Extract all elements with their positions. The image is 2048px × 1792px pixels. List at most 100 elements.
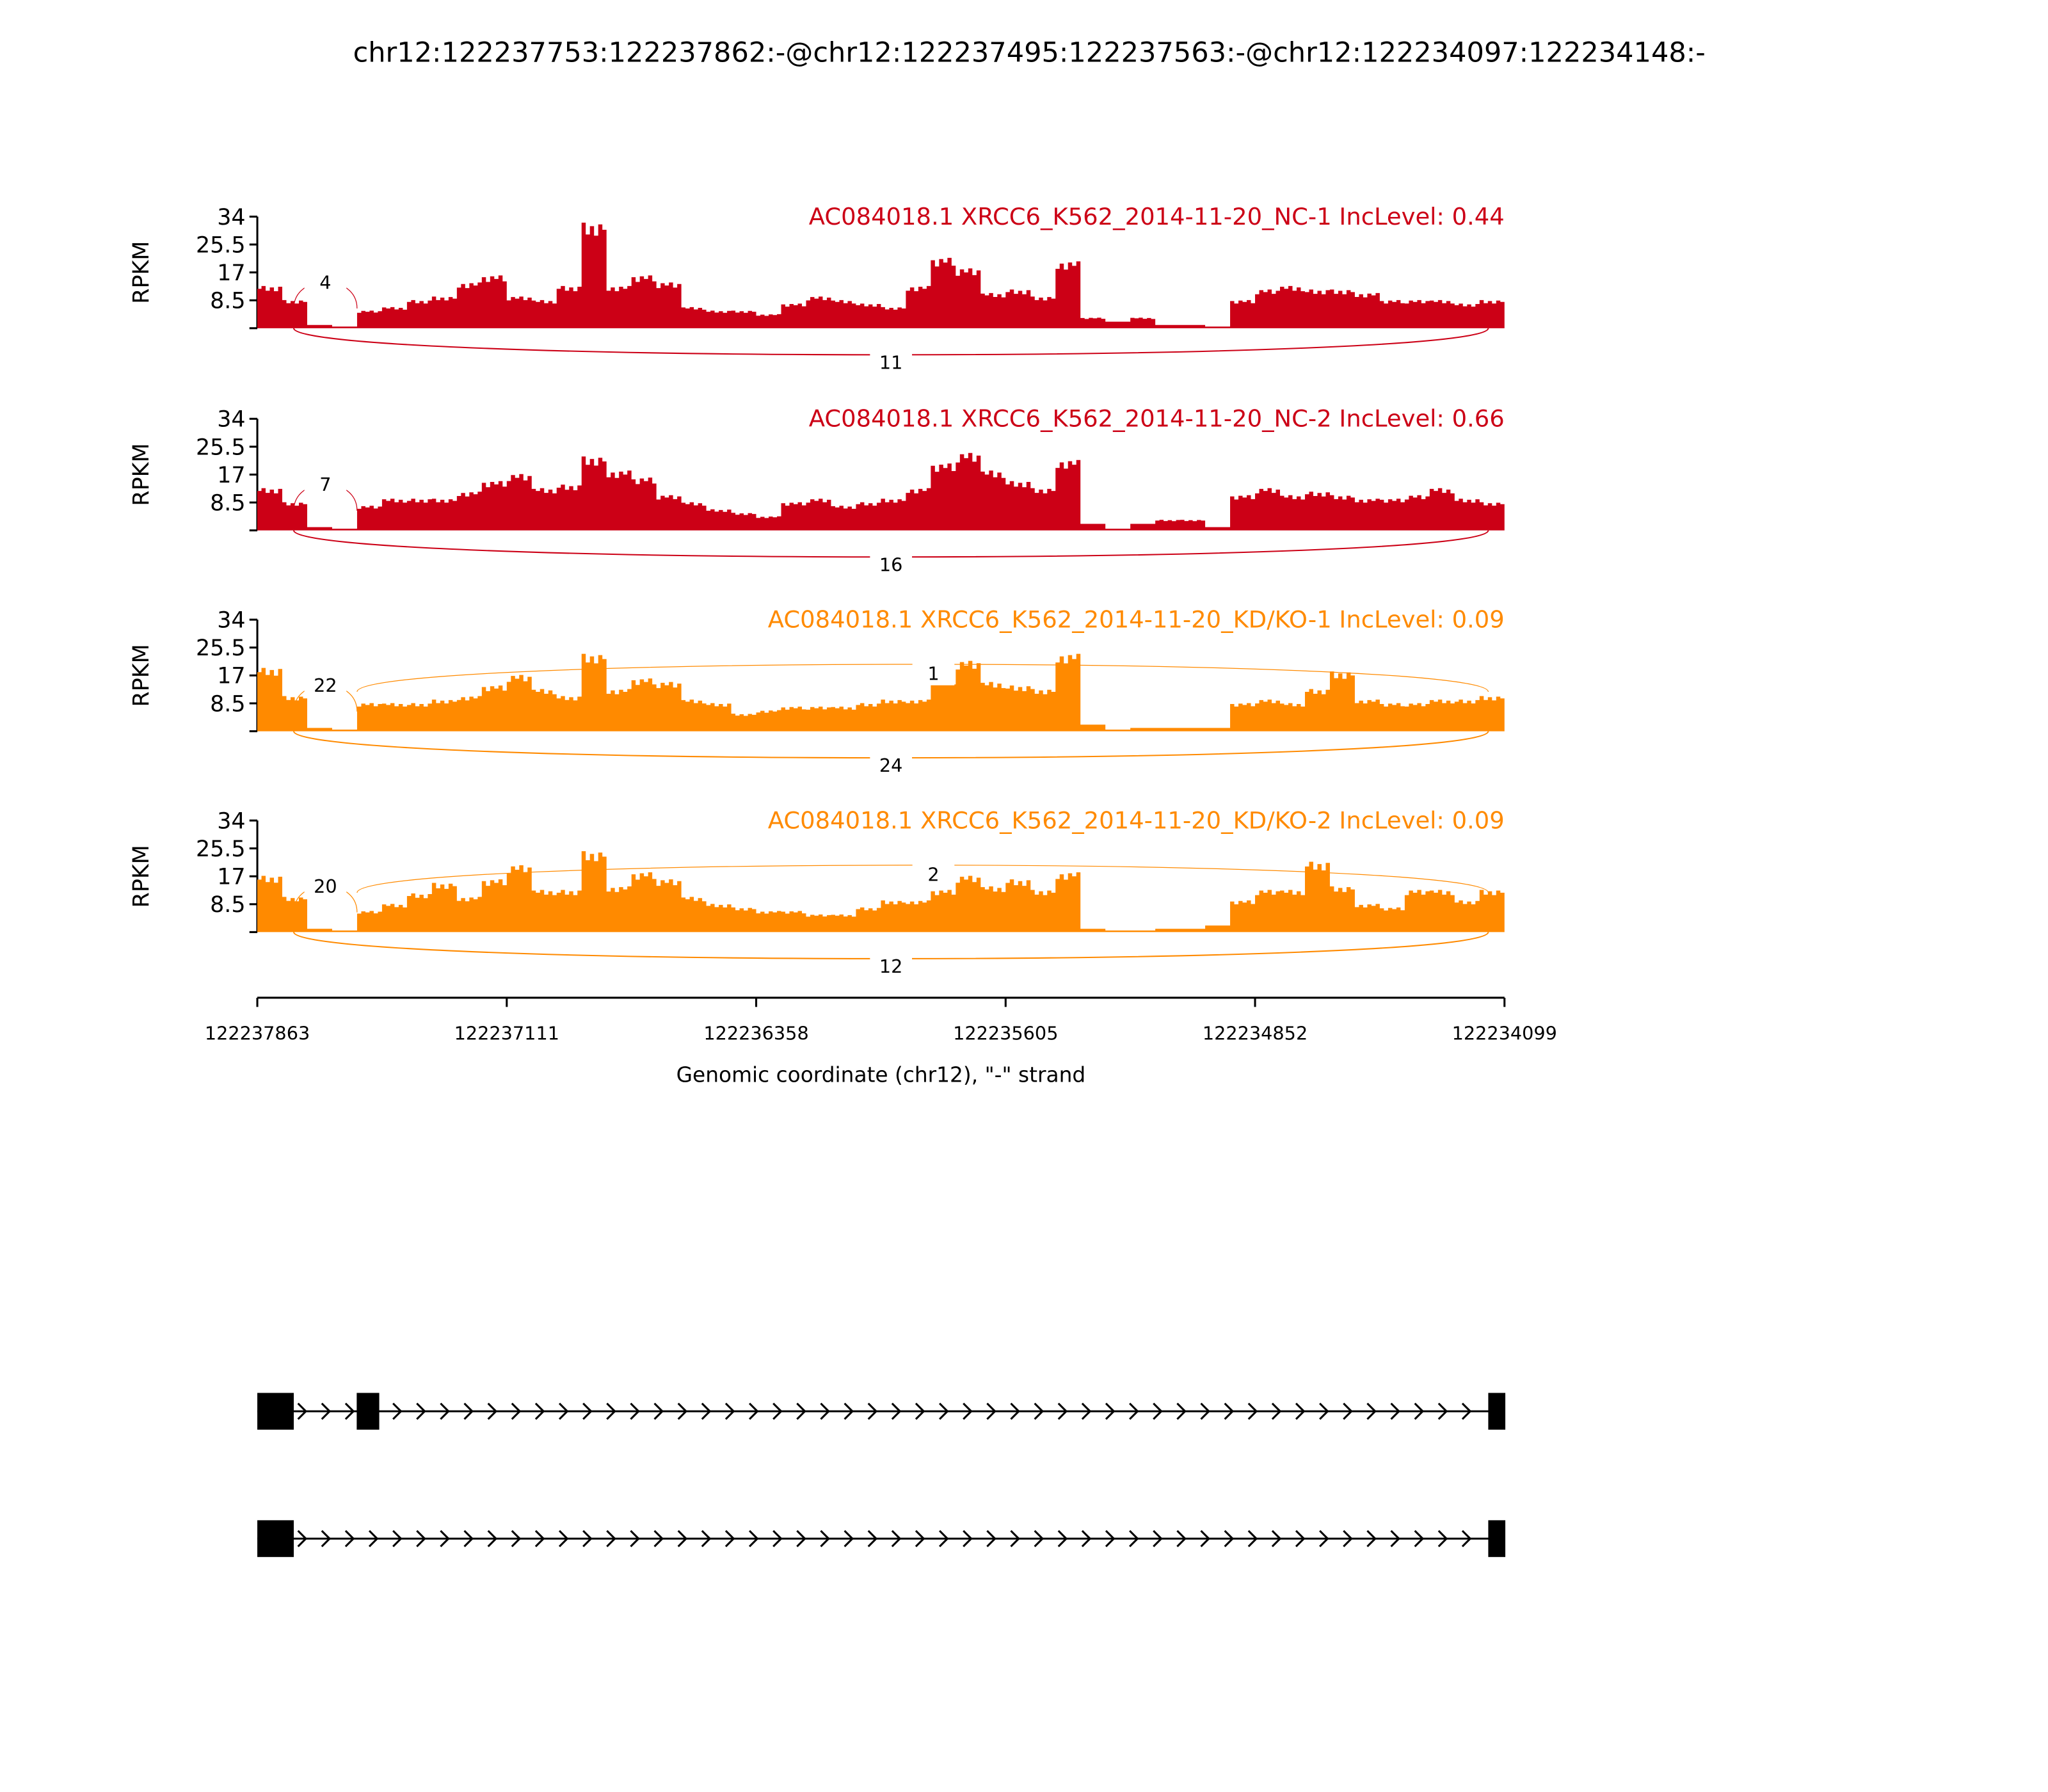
strand-arrow-icon: [1247, 1530, 1258, 1548]
strand-arrow-icon: [772, 1530, 783, 1548]
strand-arrow-icon: [844, 1402, 854, 1420]
strand-arrow-icon: [321, 1530, 332, 1548]
junction-count-label: 24: [879, 755, 903, 776]
junction-label-bg: [870, 351, 913, 374]
y-tick-label: 17: [217, 260, 245, 286]
strand-arrow-icon: [1437, 1530, 1448, 1548]
junction-count-label: 22: [314, 675, 337, 696]
strand-arrow-icon: [368, 1530, 379, 1548]
strand-arrow-icon: [724, 1530, 735, 1548]
strand-arrow-icon: [344, 1402, 355, 1420]
strand-arrow-icon: [1200, 1530, 1210, 1548]
strand-arrow-icon: [1319, 1530, 1329, 1548]
y-tick-label: 25.5: [196, 836, 246, 862]
junction-count-label: 12: [879, 956, 903, 977]
strand-arrow-icon: [986, 1530, 996, 1548]
strand-arrow-icon: [463, 1402, 474, 1420]
strand-arrow-icon: [772, 1402, 783, 1420]
junction-count-label: 1: [927, 663, 939, 685]
y-tick-label: 17: [217, 664, 245, 689]
strand-arrow-icon: [463, 1530, 474, 1548]
x-tick-label: 122234852: [1203, 1023, 1308, 1044]
strand-arrow-icon: [748, 1530, 759, 1548]
strand-arrow-icon: [1200, 1402, 1210, 1420]
coverage-area: [257, 222, 1505, 328]
junction-count-label: 16: [879, 554, 903, 575]
strand-arrow-icon: [1461, 1402, 1472, 1420]
strand-arrow-icon: [796, 1402, 806, 1420]
strand-arrow-icon: [1343, 1530, 1353, 1548]
strand-arrow-icon: [844, 1530, 854, 1548]
strand-arrow-icon: [653, 1530, 664, 1548]
strand-arrow-icon: [297, 1530, 308, 1548]
strand-arrow-icon: [1247, 1402, 1258, 1420]
sample-title: AC084018.1 XRCC6_K562_2014-11-20_KD/KO-1…: [768, 606, 1505, 634]
gene-model: [257, 1393, 1506, 1430]
exon-block: [1488, 1520, 1506, 1557]
junction-count-label: 2: [927, 863, 939, 885]
coverage-area: [257, 452, 1505, 531]
x-tick-label: 122237863: [205, 1023, 310, 1044]
strand-arrow-icon: [1295, 1402, 1306, 1420]
junction-label-bg: [870, 554, 913, 577]
exon-block: [356, 1393, 380, 1430]
strand-arrow-icon: [558, 1530, 569, 1548]
strand-arrow-icon: [1461, 1530, 1472, 1548]
y-tick-label: 25.5: [196, 435, 246, 460]
junction-arc: [292, 328, 1489, 356]
strand-arrow-icon: [440, 1530, 450, 1548]
coverage-area: [257, 653, 1505, 732]
strand-arrow-icon: [1414, 1530, 1425, 1548]
strand-arrow-icon: [724, 1402, 735, 1420]
y-axis-label: RPKM: [129, 845, 154, 908]
strand-arrow-icon: [796, 1530, 806, 1548]
strand-arrow-icon: [1319, 1402, 1329, 1420]
strand-arrow-icon: [677, 1402, 688, 1420]
gene-model: [257, 1520, 1506, 1557]
strand-arrow-icon: [487, 1530, 498, 1548]
strand-arrow-icon: [1081, 1530, 1092, 1548]
strand-arrow-icon: [1366, 1530, 1377, 1548]
x-axis: 122237863 122237111 122236358 122235605 1222…: [205, 996, 1557, 1087]
strand-arrow-icon: [1153, 1530, 1163, 1548]
strand-arrow-icon: [1176, 1530, 1187, 1548]
strand-arrow-icon: [1176, 1402, 1187, 1420]
y-tick-label: 34: [217, 808, 245, 834]
strand-arrow-icon: [963, 1530, 973, 1548]
strand-arrow-icon: [440, 1402, 450, 1420]
junction-count-label: 4: [319, 271, 331, 293]
strand-arrow-icon: [392, 1402, 403, 1420]
strand-arrow-icon: [701, 1530, 712, 1548]
strand-arrow-icon: [1271, 1402, 1282, 1420]
strand-arrow-icon: [939, 1402, 949, 1420]
strand-arrow-icon: [677, 1530, 688, 1548]
strand-arrow-icon: [891, 1402, 902, 1420]
y-axis-label: RPKM: [129, 241, 154, 304]
strand-arrow-icon: [606, 1530, 616, 1548]
y-tick-label: 25.5: [196, 636, 246, 661]
x-axis-label: Genomic coordinate (chr12), "-" strand: [676, 1062, 1086, 1087]
junction-arc: [292, 731, 1489, 759]
strand-arrow-icon: [487, 1402, 498, 1420]
exon-block: [257, 1520, 294, 1557]
strand-arrow-icon: [915, 1402, 925, 1420]
x-tick-label: 122236358: [703, 1023, 808, 1044]
strand-arrow-icon: [1343, 1402, 1353, 1420]
coverage-area: [257, 851, 1505, 932]
strand-arrow-icon: [1010, 1402, 1020, 1420]
strand-arrow-icon: [986, 1402, 996, 1420]
strand-arrow-icon: [1105, 1402, 1116, 1420]
strand-arrow-icon: [1129, 1530, 1139, 1548]
junction-label-bg: [870, 956, 913, 979]
strand-arrow-icon: [344, 1530, 355, 1548]
y-tick-label: 34: [217, 407, 245, 433]
strand-arrow-icon: [630, 1402, 640, 1420]
strand-arrow-icon: [558, 1402, 569, 1420]
strand-arrow-icon: [820, 1402, 830, 1420]
y-tick-label: 17: [217, 463, 245, 488]
strand-arrow-icon: [1390, 1402, 1401, 1420]
strand-arrow-icon: [582, 1402, 593, 1420]
